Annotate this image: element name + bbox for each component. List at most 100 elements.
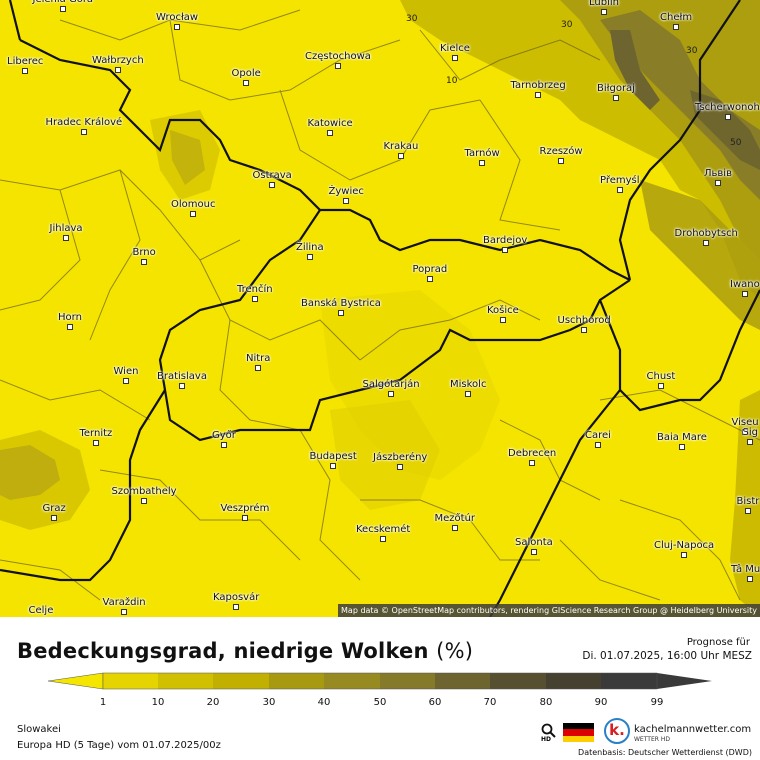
city-label: Miskolc	[450, 379, 487, 390]
city-label: Tscherwonoh	[695, 102, 760, 113]
contour-label: 10	[446, 76, 458, 86]
zoom-search-icon[interactable]	[541, 723, 557, 741]
city-label: Tâ Mu	[731, 564, 760, 575]
city-label: Jihlava	[49, 223, 83, 234]
city-label: Salonta	[515, 537, 553, 548]
city-label: Львів	[704, 168, 732, 179]
city-label: Szombathely	[111, 486, 177, 497]
city-label: Żywiec	[328, 186, 364, 197]
city-marker	[63, 235, 69, 241]
city-label: Kaposvár	[213, 592, 260, 603]
map-attribution[interactable]: Map data © OpenStreetMap contributors, r…	[338, 604, 760, 617]
city-marker	[658, 383, 664, 389]
city-label: Debrecen	[508, 448, 557, 459]
city-marker	[673, 24, 679, 30]
city-marker	[715, 180, 721, 186]
city-label: Mezőtúr	[434, 513, 476, 524]
colorbar-max-arrow	[657, 673, 712, 689]
legend-footer: Bedeckungsgrad, niedrige Wolken (%) Prog…	[0, 617, 760, 760]
city-marker	[427, 276, 433, 282]
logo-letter: k.	[609, 721, 625, 739]
city-label: Trenčín	[237, 284, 273, 295]
city-label: Opole	[231, 68, 261, 79]
city-label: Banská Bystrica	[301, 298, 381, 309]
city-label: Salgótarján	[362, 379, 420, 390]
colorbar-tick-label: 90	[594, 697, 608, 708]
city-marker	[742, 291, 748, 297]
city-label: Kecskemét	[356, 524, 411, 535]
city-label: Liberec	[7, 56, 44, 67]
city-marker	[531, 549, 537, 555]
city-label: Uschhorod	[557, 315, 611, 326]
city-label: Baia Mare	[657, 432, 707, 443]
city-label: Częstochowa	[305, 51, 371, 62]
colorbar-segment	[324, 673, 380, 689]
colorbar-tick-label: 30	[262, 697, 276, 708]
city-marker	[747, 439, 753, 445]
city-label: Nitra	[246, 353, 271, 364]
city-marker	[380, 536, 386, 542]
city-label: Varaždin	[102, 597, 146, 608]
city-marker	[327, 130, 333, 136]
model-run-label: Europa HD (5 Tage) vom 01.07.2025/00z	[17, 740, 221, 751]
city-label: Chełm	[660, 12, 693, 23]
city-label: Cluj-Napoca	[654, 540, 715, 551]
city-marker	[725, 114, 731, 120]
country-borders	[0, 0, 760, 617]
brand-name[interactable]: kachelmannwetter.com	[634, 724, 752, 735]
cloud-cover-shading	[0, 0, 760, 617]
city-marker	[233, 604, 239, 610]
city-marker	[123, 378, 129, 384]
city-marker	[22, 68, 28, 74]
city-marker	[252, 296, 258, 302]
colorbar-segment	[158, 673, 213, 689]
city-label: Viseu	[731, 417, 759, 428]
city-label: Győr	[212, 430, 236, 441]
city-label: Bratislava	[157, 371, 207, 382]
city-marker	[93, 440, 99, 446]
city-label: Rzeszów	[539, 146, 583, 157]
city-marker	[141, 498, 147, 504]
city-marker	[343, 198, 349, 204]
city-label: Carei	[585, 430, 611, 441]
map-title-text: Bedeckungsgrad, niedrige Wolken	[17, 639, 429, 663]
city-label: Budapest	[309, 451, 357, 462]
city-label: Wien	[113, 366, 139, 377]
colorbar-tick-label: 50	[373, 697, 387, 708]
city-marker	[115, 67, 121, 73]
city-label: Veszprém	[220, 503, 270, 514]
colorbar-outline	[102, 672, 658, 690]
colorbar-tick-label: 1	[99, 697, 107, 708]
region-label: Slowakei	[17, 724, 61, 735]
city-marker	[190, 211, 196, 217]
city-marker	[613, 95, 619, 101]
city-marker	[581, 327, 587, 333]
city-marker	[747, 576, 753, 582]
colorbar-segment	[435, 673, 490, 689]
colorbar-segment	[380, 673, 435, 689]
city-label: Drohobytsch	[674, 228, 738, 239]
map-title-unit: (%)	[436, 639, 474, 663]
city-label: Sig	[742, 427, 758, 438]
city-label: Ostrava	[252, 170, 292, 181]
city-marker	[595, 442, 601, 448]
colorbar-tick-label: 40	[317, 697, 331, 708]
weather-map[interactable]: Wrocław Liberec Wałbrzych Opole Częstochowa K…	[0, 0, 760, 617]
city-marker	[67, 324, 73, 330]
forecast-date: Di. 01.07.2025, 16:00 Uhr MESZ	[582, 650, 752, 662]
city-marker	[398, 153, 404, 159]
city-label: Wałbrzych	[92, 55, 144, 66]
city-label: Bistr	[736, 496, 760, 507]
city-label: Košice	[487, 305, 519, 316]
city-marker	[330, 463, 336, 469]
colorbar-min-arrow	[47, 672, 104, 690]
city-label: Krakau	[383, 141, 419, 152]
colorbar-segment	[269, 673, 324, 689]
city-marker	[60, 6, 66, 12]
germany-flag-icon	[563, 723, 594, 742]
kachelmann-logo-icon[interactable]: k.	[604, 718, 630, 744]
city-marker	[174, 24, 180, 30]
city-label: Biłgoraj	[597, 83, 635, 94]
colorbar	[47, 672, 712, 690]
data-source: Datenbasis: Deutscher Wetterdienst (DWD)	[578, 748, 752, 757]
